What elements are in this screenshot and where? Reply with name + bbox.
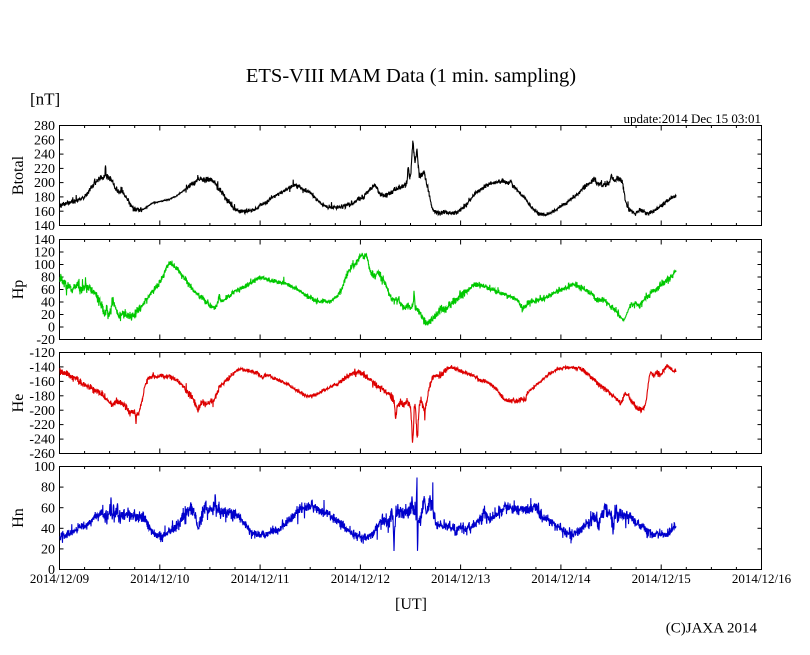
svg-text:ETS-VIII MAM Data (1 min. samp: ETS-VIII MAM Data (1 min. sampling)	[246, 65, 576, 87]
svg-text:-200: -200	[29, 404, 55, 419]
svg-text:20: 20	[41, 308, 55, 323]
svg-text:-160: -160	[29, 375, 55, 390]
svg-text:-180: -180	[29, 389, 55, 404]
svg-text:160: 160	[34, 205, 55, 220]
svg-text:Hn: Hn	[10, 508, 27, 528]
svg-text:Hp: Hp	[10, 280, 27, 300]
svg-text:[nT]: [nT]	[30, 90, 60, 109]
svg-text:-220: -220	[29, 418, 55, 433]
svg-text:2014/12/13: 2014/12/13	[431, 571, 490, 586]
svg-text:2014/12/11: 2014/12/11	[231, 571, 290, 586]
svg-text:He: He	[10, 394, 27, 413]
svg-text:140: 140	[34, 219, 55, 234]
svg-text:140: 140	[34, 233, 55, 248]
svg-text:180: 180	[34, 191, 55, 206]
svg-text:80: 80	[41, 481, 55, 496]
svg-text:60: 60	[41, 283, 55, 298]
svg-text:60: 60	[41, 501, 55, 516]
svg-text:260: 260	[34, 133, 55, 148]
svg-text:-20: -20	[36, 333, 55, 348]
svg-text:2014/12/16: 2014/12/16	[732, 571, 792, 586]
svg-text:240: 240	[34, 148, 55, 163]
svg-text:Btotal: Btotal	[10, 155, 27, 195]
svg-text:2014/12/15: 2014/12/15	[632, 571, 691, 586]
svg-text:-240: -240	[29, 433, 55, 448]
svg-text:40: 40	[41, 296, 55, 311]
svg-text:280: 280	[34, 119, 55, 134]
svg-text:100: 100	[34, 258, 55, 273]
svg-text:20: 20	[41, 543, 55, 558]
svg-text:200: 200	[34, 176, 55, 191]
svg-text:100: 100	[34, 460, 55, 475]
svg-text:220: 220	[34, 162, 55, 177]
svg-text:-120: -120	[29, 346, 55, 361]
svg-text:2014/12/12: 2014/12/12	[331, 571, 390, 586]
svg-text:2014/12/14: 2014/12/14	[531, 571, 591, 586]
svg-text:[UT]: [UT]	[395, 596, 427, 613]
svg-text:0: 0	[48, 321, 55, 336]
svg-text:80: 80	[41, 271, 55, 286]
svg-text:0: 0	[48, 563, 55, 578]
svg-text:-260: -260	[29, 447, 55, 462]
svg-text:-140: -140	[29, 361, 55, 376]
svg-text:2014/12/10: 2014/12/10	[130, 571, 189, 586]
svg-text:(C)JAXA 2014: (C)JAXA 2014	[666, 621, 758, 637]
svg-text:2014/12/09: 2014/12/09	[30, 571, 89, 586]
svg-text:update:2014 Dec 15 03:01: update:2014 Dec 15 03:01	[623, 111, 761, 126]
svg-text:40: 40	[41, 522, 55, 537]
svg-text:120: 120	[34, 246, 55, 261]
